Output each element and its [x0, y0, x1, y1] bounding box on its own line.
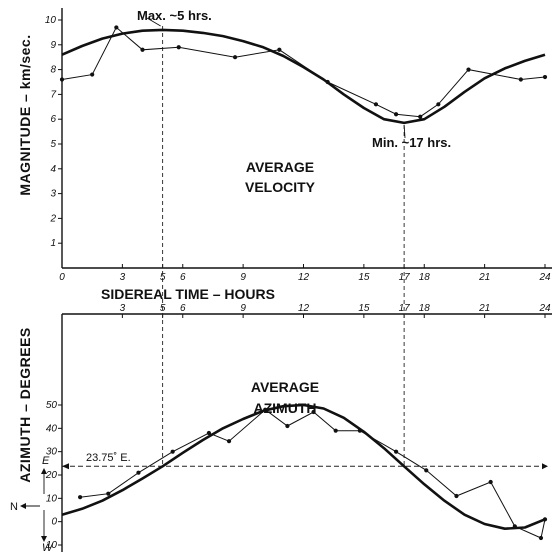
azimuth-observed-point — [226, 439, 232, 444]
azimuth-x-tick-label: 3 — [120, 303, 126, 314]
velocity-x-tick-label: 24 — [538, 272, 551, 283]
velocity-observed-point — [232, 55, 238, 60]
max-annotation: Max. ~5 hrs. — [137, 8, 212, 23]
azimuth-x-tick-label: 15 — [358, 303, 370, 314]
azimuth-observed-point — [206, 430, 212, 436]
azimuth-y-tick-label: 20 — [45, 470, 58, 481]
azimuth-observed-point — [454, 493, 459, 499]
max-annotation-leader — [146, 17, 161, 27]
azimuth-y-tick-label: 10 — [46, 540, 58, 551]
azimuth-y-axis-label: AZIMUTH – DEGREES — [17, 327, 33, 483]
reference-line-label: 23.75˚ E. — [86, 452, 131, 464]
azimuth-x-tick-label: 9 — [240, 303, 246, 314]
reference-arrow-left — [62, 463, 69, 470]
azimuth-y-tick-label: 40 — [46, 423, 58, 434]
azimuth-observed-point — [311, 409, 316, 415]
velocity-y-tick-label: 1 — [50, 238, 56, 249]
azimuth-observed-point — [170, 449, 175, 454]
velocity-y-tick-label: 3 — [50, 189, 56, 200]
velocity-observed-point — [542, 74, 548, 80]
velocity-y-axis-label: MAGNITUDE – km/sec. — [17, 34, 33, 195]
azimuth-center-label-line2: AZIMUTH — [254, 400, 317, 416]
velocity-x-tick-label: 17 — [399, 272, 411, 283]
azimuth-observed-point — [136, 470, 141, 475]
reference-arrow-right — [542, 463, 548, 470]
compass-west-label: W — [42, 542, 54, 554]
velocity-observed-point — [176, 45, 181, 50]
azimuth-observed-point — [285, 423, 290, 429]
velocity-y-tick-label: 6 — [50, 114, 56, 125]
velocity-center-label-line2: VELOCITY — [245, 179, 316, 195]
velocity-x-tick-label: 12 — [298, 272, 310, 283]
azimuth-observed-point — [488, 479, 493, 485]
azimuth-observed-point — [333, 428, 338, 433]
compass-north-arrowhead — [20, 503, 26, 509]
azimuth-y-tick-label: 0 — [51, 517, 57, 528]
velocity-y-tick-label: 4 — [50, 164, 56, 175]
velocity-observed-point — [436, 102, 441, 107]
velocity-y-tick-label: 5 — [50, 139, 56, 150]
azimuth-y-tick-label: 50 — [46, 400, 58, 411]
velocity-x-tick-label: 9 — [240, 272, 246, 283]
velocity-observed-point — [373, 102, 379, 107]
velocity-x-tick-label: 5 — [160, 272, 166, 283]
velocity-y-tick-label: 9 — [50, 40, 56, 51]
chart-marks: 1234567891003569121517182124356912151718… — [20, 8, 552, 552]
x-axis-label: SIDEREAL TIME – HOURS — [101, 286, 275, 302]
azimuth-y-tick-label: 10 — [46, 493, 58, 504]
azimuth-fitted-curve — [61, 403, 546, 531]
velocity-y-tick-label: 7 — [50, 89, 56, 100]
azimuth-center-label-line1: AVERAGE — [251, 379, 319, 395]
velocity-observed-line — [61, 26, 546, 118]
azimuth-observed-point — [538, 535, 544, 541]
velocity-x-tick-label: 18 — [419, 272, 431, 283]
velocity-x-tick-label: 6 — [180, 272, 186, 283]
compass-east-label: E — [42, 455, 50, 467]
velocity-x-tick-label: 3 — [120, 272, 126, 283]
azimuth-observed-point — [106, 491, 111, 496]
compass-east-arrowhead — [41, 468, 47, 474]
azimuth-observed-point — [78, 495, 83, 500]
velocity-x-tick-label: 21 — [478, 272, 490, 283]
compass-west-arrowhead — [41, 536, 47, 542]
velocity-observed-point — [466, 67, 471, 72]
azimuth-y-tick-label: 30 — [46, 447, 58, 458]
velocity-observed-point — [59, 77, 65, 82]
velocity-observed-point — [418, 114, 423, 119]
velocity-x-tick-label: 0 — [59, 272, 65, 283]
min-annotation-leader — [403, 124, 406, 139]
azimuth-x-tick-label: 24 — [538, 303, 551, 314]
azimuth-observed-point — [393, 449, 399, 454]
velocity-fitted-curve — [61, 28, 546, 125]
azimuth-x-tick-label: 12 — [298, 303, 310, 314]
velocity-observed-point — [140, 47, 145, 52]
azimuth-observed-line — [80, 409, 546, 539]
velocity-center-label-line1: AVERAGE — [246, 159, 314, 175]
velocity-observed-point — [518, 77, 523, 82]
velocity-observed-point — [114, 25, 119, 30]
velocity-x-tick-label: 15 — [358, 272, 370, 283]
velocity-observed-point — [393, 112, 399, 117]
azimuth-x-tick-label: 18 — [419, 303, 431, 314]
velocity-y-tick-label: 2 — [49, 213, 56, 224]
velocity-observed-point — [90, 72, 95, 77]
velocity-y-tick-label: 8 — [50, 65, 56, 76]
velocity-observed-point — [277, 47, 282, 52]
azimuth-observed-point — [424, 468, 429, 473]
azimuth-x-tick-label: 6 — [180, 303, 186, 314]
velocity-y-tick-label: 10 — [45, 15, 57, 26]
min-annotation: Min. ~17 hrs. — [372, 135, 451, 150]
compass-north-label: N — [10, 501, 18, 513]
azimuth-x-tick-label: 21 — [478, 303, 490, 314]
